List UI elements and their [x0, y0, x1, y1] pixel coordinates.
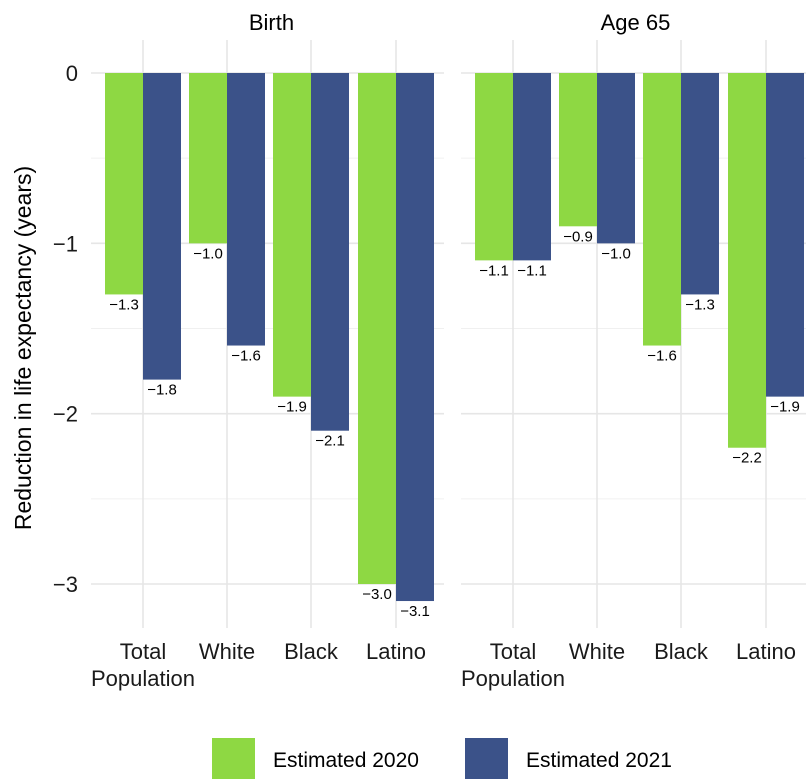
- legend-label: Estimated 2021: [526, 749, 672, 772]
- bar-2020: [273, 73, 311, 397]
- bar-2021: [396, 73, 434, 602]
- bar-value-label: −2.1: [315, 433, 345, 450]
- bar-2021: [513, 73, 551, 261]
- x-tick-label: Latino: [366, 639, 426, 664]
- bar-2021: [227, 73, 265, 346]
- facet-age65: Age 65 −1.1 −0.9 −1.6 −2.2 −1.1 −1.0 −1.3 −1.9 To…: [461, 10, 806, 691]
- y-tick-label: 0: [66, 61, 78, 86]
- bar-value-label: −1.9: [770, 399, 800, 416]
- x-tick-label: Black: [654, 639, 709, 664]
- y-tick-label: −2: [53, 402, 78, 427]
- bar-value-label: −1.1: [479, 262, 509, 279]
- facet-title: Birth: [249, 10, 294, 35]
- bar-value-label: −1.3: [685, 296, 715, 313]
- bar-value-label: −1.0: [193, 245, 223, 262]
- facet-title: Age 65: [601, 10, 671, 35]
- bar-2020: [105, 73, 143, 295]
- y-tick-label: −1: [53, 231, 78, 256]
- bar-value-label: −2.2: [732, 450, 762, 467]
- y-axis-title: Reduction in life expectancy (years): [10, 166, 36, 530]
- bar-2020: [189, 73, 227, 244]
- x-tick-label: White: [569, 639, 625, 664]
- bar-value-label: −1.9: [277, 399, 307, 416]
- bar-value-label: −1.0: [601, 245, 631, 262]
- bar-value-label: −1.6: [647, 348, 677, 365]
- bar-value-label: −1.8: [147, 382, 177, 399]
- legend: Estimated 2020 Estimated 2021: [212, 738, 672, 779]
- bar-2020: [358, 73, 396, 584]
- legend-swatch: [465, 738, 508, 779]
- bar-value-label: −1.6: [231, 348, 261, 365]
- x-tick-label: Total Population: [461, 639, 565, 691]
- bar-value-label: −0.9: [563, 228, 593, 245]
- bar-value-label: −3.0: [362, 586, 392, 603]
- x-tick-label: Black: [284, 639, 339, 664]
- x-tick-label: Total Population: [91, 639, 195, 691]
- bar-value-label: −1.1: [517, 262, 547, 279]
- bar-2020: [643, 73, 681, 346]
- bar-2020: [475, 73, 513, 261]
- bar-2020: [728, 73, 766, 448]
- bar-2021: [597, 73, 635, 244]
- bar-2021: [143, 73, 181, 380]
- bar-2021: [766, 73, 804, 397]
- y-tick-label: −3: [53, 572, 78, 597]
- x-tick-label: White: [199, 639, 255, 664]
- bar-2020: [559, 73, 597, 227]
- bar-2021: [311, 73, 349, 431]
- x-tick-label: Latino: [736, 639, 796, 664]
- facet-birth: Birth −1.3 −1.0 −1.9 −3.0 −1.8 −1.6 −2.1 −3.1 Tot…: [91, 10, 444, 691]
- bar-2021: [681, 73, 719, 295]
- bar-value-label: −3.1: [400, 603, 430, 620]
- legend-label: Estimated 2020: [273, 749, 419, 772]
- bar-value-label: −1.3: [109, 296, 139, 313]
- legend-swatch: [212, 738, 255, 779]
